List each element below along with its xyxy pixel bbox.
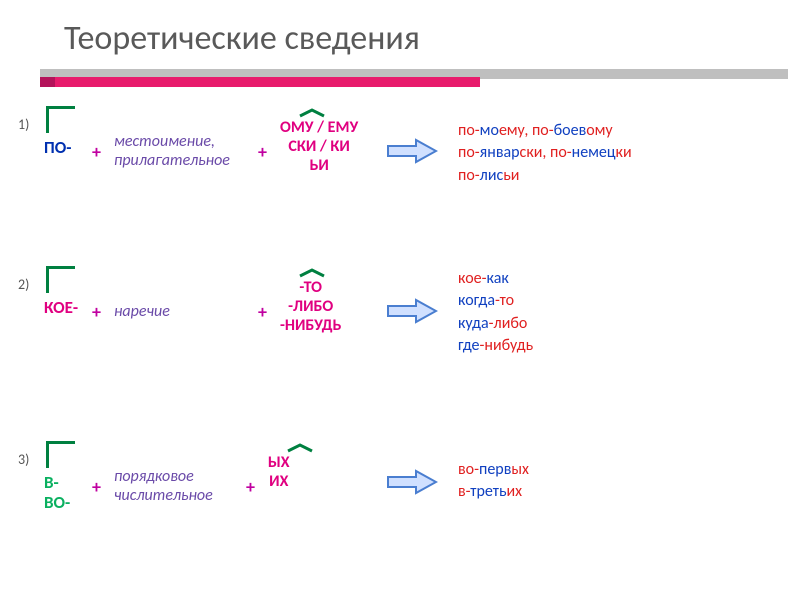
plus-icon: + [246, 477, 255, 499]
example-segment: в- [458, 482, 470, 501]
rules-container: 1) ПО- + местоимение, прилагательное + ОМУ / … [0, 91, 800, 581]
example-segment: -либо [489, 314, 528, 333]
plus-icon: + [258, 142, 267, 164]
rule-3: 3) В- ВО- + порядковое числительное + ЫХИХ во-… [8, 431, 792, 591]
plus-icon: + [92, 302, 101, 324]
suffix-caron-icon [298, 264, 326, 274]
rule-suffix: ОМУ / ЕМУСКИ / КИЬИ [280, 118, 358, 176]
example-segment: январ [480, 143, 520, 162]
title-underline [0, 69, 800, 91]
example-line: по-моему, по-боевому [458, 120, 632, 142]
underline-pink-accent [40, 77, 55, 87]
example-segment: перв [479, 460, 511, 479]
rule-2: 2)КОЕ-+наречие+-ТО-ЛИБО-НИБУДЬкое-какког… [8, 256, 792, 416]
example-segment: где [458, 336, 480, 355]
example-segment: мо [480, 121, 499, 140]
prefix-bracket-icon [46, 441, 75, 468]
prefix-bracket-icon [46, 266, 75, 293]
example-segment: ому [586, 121, 612, 140]
example-segment: как [487, 269, 509, 288]
example-line: кое-как [458, 268, 533, 290]
rule-number: 1) [18, 116, 29, 133]
example-segment: ьи [503, 166, 519, 185]
example-segment: немец [572, 143, 616, 162]
example-line: когда-то [458, 290, 533, 312]
rule-prefix: КОЕ- [44, 298, 78, 318]
example-segment: кое- [458, 269, 487, 288]
rule-examples: по-моему, по-боевомупо-январски, по-неме… [458, 120, 632, 187]
example-segment: ски, [520, 143, 550, 162]
rule-examples: во-первыхв-третьих [458, 459, 529, 504]
example-line: где-нибудь [458, 335, 533, 357]
rule-middle: наречие [114, 302, 170, 321]
rule-number: 3) [18, 451, 29, 468]
example-segment: куда [458, 314, 489, 333]
example-segment: ых [511, 460, 529, 479]
arrow-right-icon [386, 298, 438, 324]
example-segment: боев [554, 121, 587, 140]
example-segment: ки [616, 143, 632, 162]
example-line: куда-либо [458, 313, 533, 335]
example-segment: по- [458, 166, 480, 185]
prefix-bracket-icon [46, 106, 75, 133]
slide-title: Теоретические сведения [64, 18, 760, 59]
example-segment: -нибудь [480, 336, 534, 355]
arrow-right-icon [386, 138, 438, 164]
underline-pink [40, 77, 480, 87]
example-line: по-январски, по-немецки [458, 142, 632, 164]
rule-number: 2) [18, 276, 29, 293]
example-segment: когда [458, 291, 495, 310]
example-segment: лис [480, 166, 504, 185]
plus-icon: + [258, 302, 267, 324]
example-line: в-третьих [458, 481, 529, 503]
rule-suffix: -ТО-ЛИБО-НИБУДЬ [280, 278, 341, 336]
example-line: во-первых [458, 459, 529, 481]
example-segment: треть [470, 482, 506, 501]
rule-1: 1) ПО- + местоимение, прилагательное + ОМУ / … [8, 96, 792, 256]
suffix-caron-icon [286, 439, 314, 449]
example-segment: их [506, 482, 522, 501]
plus-icon: + [92, 477, 101, 499]
example-segment: по- [458, 121, 480, 140]
rule-suffix: ЫХИХ [268, 453, 290, 491]
title-area: Теоретические сведения [0, 0, 800, 63]
rule-examples: кое-каккогда-токуда-либогде-нибудь [458, 268, 533, 358]
example-segment: по- [550, 143, 572, 162]
example-segment: -то [495, 291, 514, 310]
plus-icon: + [92, 142, 101, 164]
rule-prefix: ПО- [44, 138, 71, 158]
example-segment: ему, [499, 121, 532, 140]
rule-middle: местоимение, прилагательное [114, 132, 230, 170]
suffix-caron-icon [298, 104, 326, 114]
arrow-right-icon [386, 469, 438, 495]
rule-middle: порядковое числительное [114, 467, 213, 505]
example-segment: во- [458, 460, 479, 479]
rule-prefix: В- ВО- [44, 473, 70, 514]
example-segment: по- [458, 143, 480, 162]
example-segment: по- [532, 121, 554, 140]
example-line: по-лисьи [458, 165, 632, 187]
